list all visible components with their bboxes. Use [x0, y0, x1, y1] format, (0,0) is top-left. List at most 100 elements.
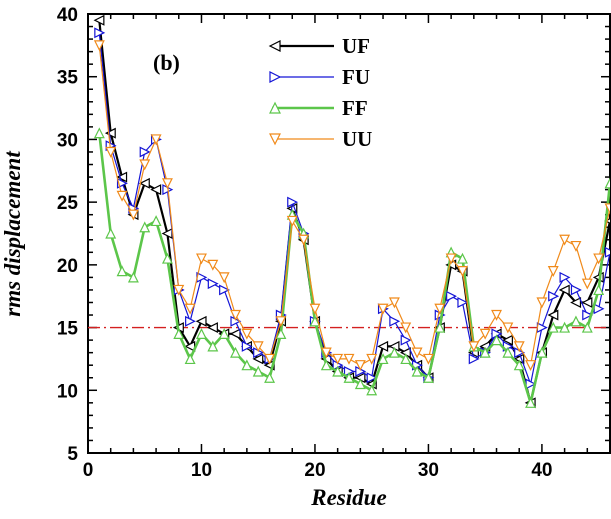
- data-point-uu: [400, 322, 412, 334]
- data-point-ff: [127, 271, 139, 283]
- data-point-fu: [219, 284, 231, 296]
- series-line-ff: [98, 133, 610, 405]
- legend-item-fu: FU: [269, 65, 370, 89]
- data-point-uu: [275, 316, 287, 328]
- data-point-uf: [229, 328, 241, 340]
- data-point-uf: [104, 127, 116, 139]
- data-point-uu: [445, 253, 457, 265]
- data-point-ff: [559, 321, 571, 333]
- data-point-uu: [230, 309, 241, 321]
- data-point-ff: [264, 371, 276, 383]
- data-point-uf: [252, 353, 264, 365]
- data-point-uu: [502, 322, 514, 334]
- data-point-uf: [581, 297, 593, 308]
- tick-labels: 0 10 20 30 40 5 10 15 20 25 30 35 40: [57, 5, 553, 481]
- data-point-ff: [309, 315, 321, 327]
- data-point-uu: [127, 209, 139, 221]
- data-point-uu: [536, 297, 548, 309]
- data-point-uu: [604, 203, 610, 215]
- data-point-ff: [604, 177, 610, 189]
- data-point-uf: [547, 309, 559, 321]
- data-point-ff: [411, 365, 423, 377]
- data-point-fu: [207, 278, 219, 290]
- data-point-fu: [446, 290, 457, 302]
- data-point-uu: [388, 297, 400, 309]
- data-point-fu: [536, 322, 548, 334]
- data-point-uu: [525, 360, 537, 372]
- data-point-uf: [377, 340, 389, 352]
- data-point-uu: [139, 159, 151, 171]
- data-point-ff: [161, 252, 173, 264]
- data-point-ff: [502, 346, 514, 358]
- data-point-fu: [468, 353, 480, 365]
- legend-item-uf: UF: [268, 34, 370, 58]
- data-point-uu: [105, 146, 117, 158]
- data-point-uf: [150, 184, 162, 196]
- data-point-fu: [548, 290, 560, 302]
- series-uu: [93, 40, 610, 372]
- data-point-fu: [604, 246, 610, 258]
- data-point-uu: [116, 190, 128, 202]
- data-point-uu: [354, 360, 366, 372]
- data-point-uf: [195, 315, 207, 327]
- data-point-ff: [105, 227, 117, 239]
- legend-marker-uu: [269, 133, 281, 146]
- data-point-ff: [332, 365, 344, 377]
- data-point-uu: [173, 284, 185, 296]
- data-point-uu: [332, 353, 344, 365]
- data-point-uf: [206, 322, 218, 334]
- series-ff: [93, 127, 610, 408]
- data-point-uu: [184, 303, 196, 315]
- legend: UF FU FF UU: [268, 34, 372, 151]
- legend-marker-uf: [268, 40, 281, 52]
- data-point-ff: [547, 321, 559, 333]
- data-point-uu: [150, 134, 162, 146]
- x-tick-label: 30: [418, 460, 439, 481]
- data-point-ff: [343, 371, 355, 383]
- data-point-fu: [400, 334, 412, 346]
- data-point-uu: [366, 353, 378, 365]
- data-point-ff: [525, 396, 537, 408]
- data-point-ff: [139, 221, 151, 233]
- data-point-uu: [264, 353, 276, 365]
- data-point-fu: [457, 297, 469, 308]
- data-point-uf: [502, 334, 513, 346]
- data-point-fu: [570, 284, 582, 296]
- data-point-uu: [161, 178, 173, 190]
- data-point-uu: [320, 347, 332, 359]
- data-point-ff: [377, 353, 389, 365]
- data-point-uu: [422, 353, 434, 365]
- legend-label-fu: FU: [342, 65, 370, 89]
- data-point-ff: [581, 321, 593, 333]
- data-point-uu: [196, 253, 207, 265]
- data-point-ff: [184, 353, 196, 365]
- data-point-ff: [93, 127, 105, 139]
- data-point-uu: [93, 40, 105, 52]
- data-point-uu: [241, 328, 253, 340]
- data-point-uu: [207, 259, 219, 271]
- data-point-uu: [559, 234, 571, 246]
- x-tick-label: 20: [304, 460, 325, 481]
- series-layer: [93, 14, 610, 409]
- y-axis-title: rms displacement: [0, 151, 25, 317]
- legend-marker-ff: [269, 101, 281, 114]
- y-tick-label: 20: [57, 256, 78, 277]
- legend-marker-fu: [269, 71, 282, 83]
- data-point-ff: [457, 252, 468, 264]
- panel-label: (b): [153, 50, 180, 75]
- data-point-fu: [389, 315, 401, 327]
- data-point-ff: [593, 284, 605, 296]
- data-point-uu: [252, 341, 264, 353]
- axis-ticks: [87, 13, 611, 454]
- x-axis-title: Residue: [310, 485, 386, 510]
- data-point-ff: [536, 346, 548, 358]
- y-tick-label: 35: [57, 68, 79, 89]
- data-point-uu: [411, 347, 423, 359]
- data-point-fu: [366, 372, 378, 384]
- data-point-uu: [457, 266, 468, 277]
- data-point-uu: [547, 266, 559, 277]
- data-point-uu: [513, 341, 525, 353]
- data-point-ff: [207, 340, 219, 352]
- data-point-uu: [593, 253, 605, 265]
